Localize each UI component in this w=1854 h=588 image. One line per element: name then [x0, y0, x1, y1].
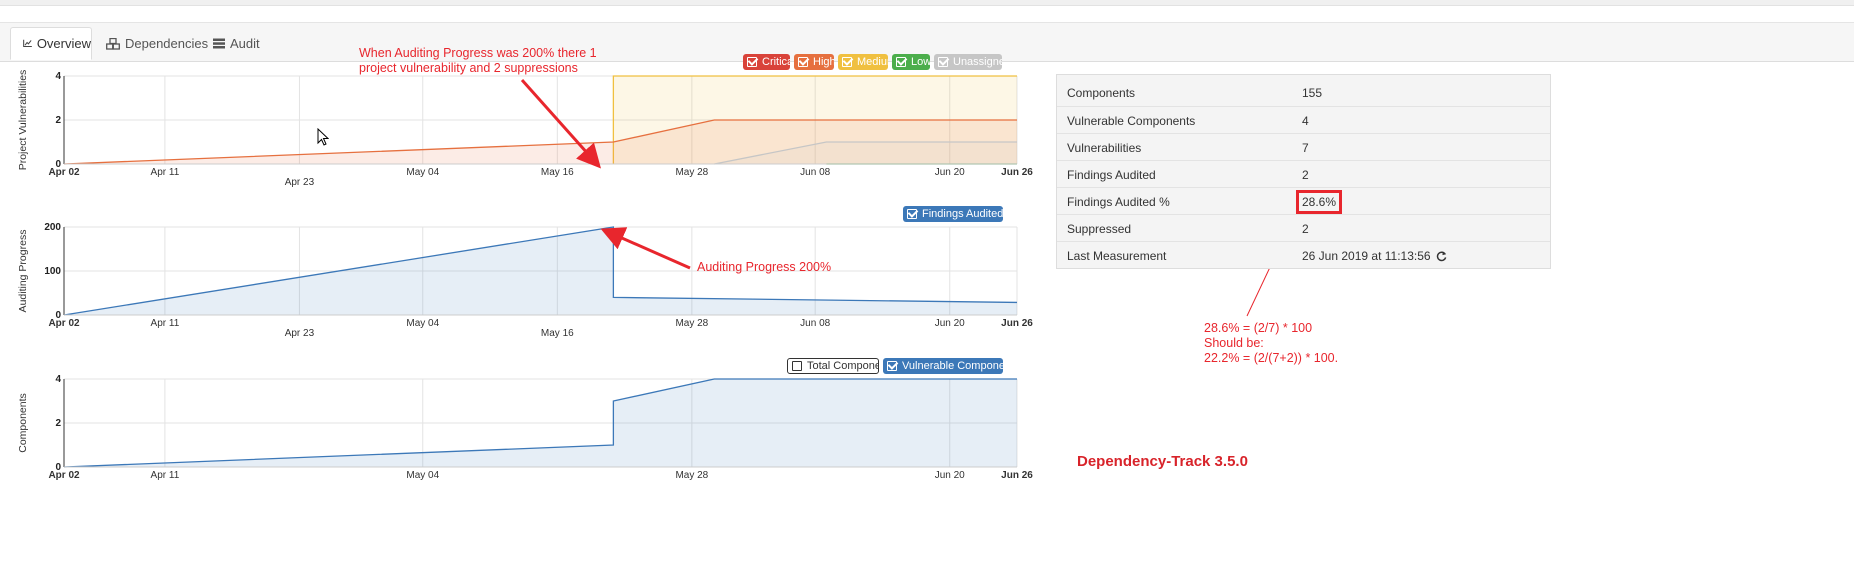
tab-dependencies-label: Dependencies [125, 36, 209, 51]
y-tick-label: 4 [55, 374, 61, 385]
legend-vulnerable-components-button[interactable]: Vulnerable Component... [883, 358, 1003, 374]
x-tick-label: Apr 23 [285, 177, 315, 188]
legend-unassigned-button[interactable]: Unassigned [934, 54, 1002, 70]
series-area [64, 227, 1017, 315]
metric-row: Vulnerabilities 7 [1057, 133, 1550, 161]
components-chart: 0 2 4 Apr 02 Apr 11 May 04 May 28 Jun 20 Jun 26 C… [17, 374, 1033, 481]
legend-critical-button[interactable]: Critical [743, 54, 790, 70]
x-tick-label: Apr 02 [48, 318, 80, 329]
line-chart-icon [23, 39, 32, 48]
tab-overview[interactable]: Overview [10, 27, 92, 60]
x-tick-label: Jun 20 [935, 470, 965, 481]
series-area [714, 142, 1017, 164]
y-tick-label: 0 [55, 462, 61, 473]
x-tick-label: May 04 [406, 167, 439, 178]
series-area [64, 120, 1017, 164]
checkbox-icon [938, 57, 948, 67]
legend-low-button[interactable]: Low [892, 54, 930, 70]
y-tick-label: 0 [55, 159, 61, 170]
x-tick-label: Jun 20 [935, 167, 965, 178]
series-area [64, 379, 1017, 467]
y-axis-title: Project Vulnerabilities [17, 70, 29, 171]
tab-audit[interactable]: Audit [213, 27, 260, 60]
x-tick-label: May 28 [675, 167, 708, 178]
legend-total-components-button[interactable]: Total Components [787, 358, 879, 374]
y-tick-label: 0 [55, 310, 61, 321]
x-tick-label: Apr 02 [48, 167, 80, 178]
metrics-panel: Components 155 Vulnerable Components 4 Vul… [1056, 74, 1551, 269]
y-tick-label: 200 [44, 222, 61, 233]
checkbox-icon [747, 57, 757, 67]
legend-medium-button[interactable]: Medium [838, 54, 888, 70]
cubes-icon [106, 37, 120, 50]
legend-high-button[interactable]: High [794, 54, 834, 70]
x-tick-label: Jun 26 [1001, 318, 1033, 329]
x-tick-label: May 28 [675, 318, 708, 329]
series-line [612, 75, 1017, 164]
series-line [63, 378, 1017, 468]
x-tick-label: Apr 23 [285, 328, 315, 339]
x-tick-label: Apr 11 [151, 470, 180, 481]
x-tick-label: Apr 02 [48, 470, 80, 481]
metric-row: Suppressed 2 [1057, 214, 1550, 242]
checkbox-icon [896, 57, 906, 67]
x-tick-label: Jun 26 [1001, 167, 1033, 178]
x-tick-label: Jun 08 [800, 167, 830, 178]
x-tick-label: Apr 11 [151, 318, 180, 329]
mouse-cursor-icon [317, 128, 329, 146]
metric-row: Last Measurement 26 Jun 2019 at 11:13:56 [1057, 241, 1550, 269]
y-tick-label: 2 [55, 115, 61, 126]
checkbox-icon [907, 209, 917, 219]
auditing-progress-chart: 0 100 200 Apr 02 Apr 11 May 04 May 28 Jun 08 Jun… [17, 222, 1033, 339]
y-axis-title: Components [17, 393, 29, 453]
tab-overview-label: Overview [36, 36, 91, 51]
metric-row: Components 155 [1067, 86, 1323, 100]
y-axis-title: Auditing Progress [17, 230, 29, 313]
x-tick-label: May 04 [406, 318, 439, 329]
metric-row: Findings Audited % 28.6% [1057, 187, 1550, 215]
annotation-note: When Auditing Progress was 200% there 1 … [359, 46, 597, 75]
checkbox-icon [798, 57, 808, 67]
x-tick-label: May 28 [675, 470, 708, 481]
findings-audited-percent-value: 28.6% [1296, 190, 1343, 214]
x-tick-label: Apr 11 [151, 167, 180, 178]
tasks-icon [213, 38, 225, 49]
project-vulnerabilities-chart: 0 2 4 Apr 02 Apr 11 May 04 May 16 May 28 Jun 08 J… [17, 70, 1033, 188]
series-line [63, 119, 1017, 165]
tab-dependencies[interactable]: Dependencies [106, 27, 208, 60]
annotation-auditing-progress: Auditing Progress 200% [697, 260, 832, 274]
metric-row: Vulnerable Components 4 [1057, 106, 1550, 134]
x-tick-label: May 16 [541, 328, 574, 339]
x-tick-label: May 16 [541, 167, 574, 178]
formula-annotation: 28.6% = (2/7) * 100 Should be: 22.2% = (… [1204, 321, 1339, 365]
y-tick-label: 100 [44, 266, 61, 277]
checkbox-icon [792, 361, 802, 371]
tab-audit-label: Audit [230, 36, 260, 51]
metric-row: Findings Audited 2 [1057, 160, 1550, 188]
x-tick-label: Jun 20 [935, 318, 965, 329]
series-line [714, 141, 1017, 165]
x-tick-label: Jun 08 [800, 318, 830, 329]
y-tick-label: 2 [55, 418, 61, 429]
legend-findings-audited-button[interactable]: Findings Audited % [903, 206, 1003, 222]
checkbox-icon [887, 361, 897, 371]
refresh-icon[interactable] [1436, 250, 1447, 262]
x-tick-label: May 04 [406, 470, 439, 481]
y-tick-label: 4 [55, 71, 61, 82]
x-tick-label: Jun 26 [1001, 470, 1033, 481]
checkbox-icon [842, 57, 852, 67]
top-band [0, 0, 1854, 6]
version-label: Dependency-Track 3.5.0 [1077, 453, 1248, 470]
